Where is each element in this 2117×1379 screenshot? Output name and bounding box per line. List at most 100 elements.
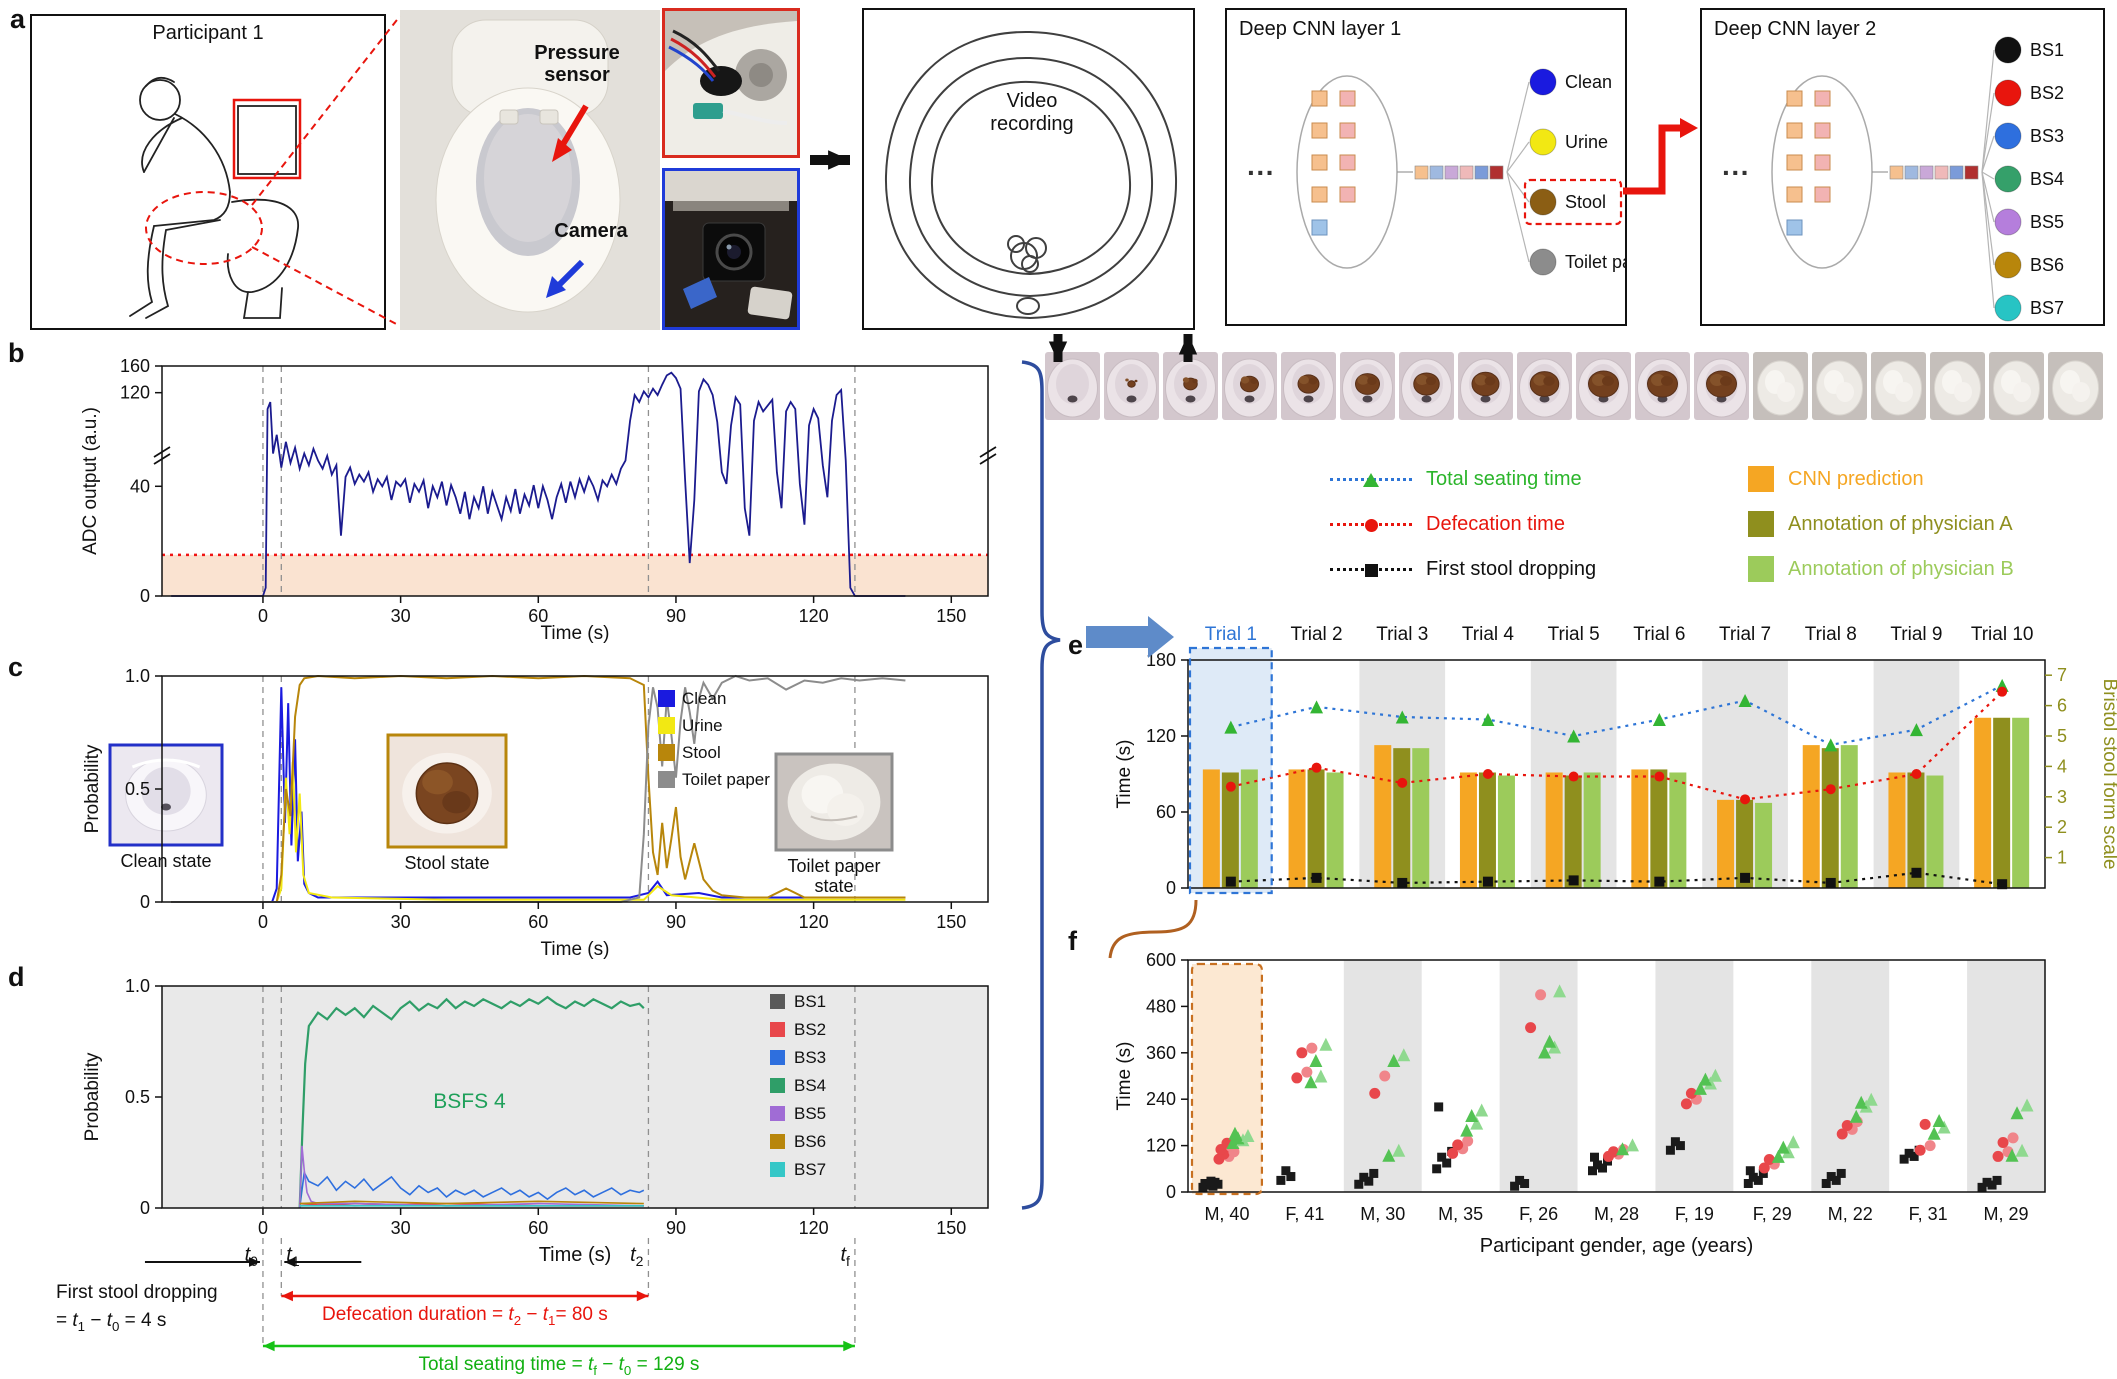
legend-swatch: [770, 994, 785, 1009]
first-stool-text-1: First stool dropping: [56, 1282, 218, 1303]
output-label: Stool: [1565, 192, 1606, 212]
chart-trials: 0 60 120 180 1 2 3 4 5 6 7 Trial 1 Trial 2 Trial 3 Tri…: [1114, 624, 2117, 898]
feature-node: [1459, 165, 1474, 180]
marker-square: [1397, 877, 1408, 888]
bar-cnn-prediction: [1459, 772, 1477, 888]
marker-triangle: [1849, 1109, 1863, 1123]
legend-swatch: [770, 1078, 785, 1093]
ellipse: [1250, 378, 1258, 384]
x-tick: 30: [391, 912, 411, 932]
hidden-node: [1786, 186, 1803, 203]
legend-label: Annotation of physician A: [1788, 512, 2013, 535]
marker-square: [1364, 1176, 1374, 1186]
inset-frame: [774, 752, 894, 852]
bar-annotation-of-physician-a: [1821, 748, 1839, 888]
marker-square: [1369, 1168, 1379, 1178]
ellipse: [1240, 376, 1250, 384]
marker-square: [1825, 877, 1836, 888]
output-label: BS6: [2030, 255, 2064, 275]
ellipse: [1367, 377, 1377, 385]
square-marker-icon: [1330, 563, 1412, 577]
legend-label: Urine: [682, 716, 723, 735]
hidden-node: [1786, 219, 1803, 236]
marker-square: [1899, 1154, 1909, 1164]
timing-annotations: t0 t1 t2 tf Time (s) First stool droppin…: [40, 1238, 1050, 1379]
y-tick: 120: [120, 383, 150, 403]
y-axis-label: Probability: [82, 1052, 103, 1141]
y-tick: 0.5: [125, 779, 150, 799]
fanout-line: [1981, 92, 1995, 173]
bar-annotation-of-physician-b: [1240, 769, 1258, 888]
inset-frame: [386, 733, 508, 849]
marker-square: [1654, 876, 1665, 887]
hidden-node: [1814, 154, 1831, 171]
participant-label: M, 30: [1360, 1204, 1405, 1224]
film-frame-paper: [1989, 352, 2044, 420]
swatch-icon: [1748, 511, 1774, 537]
film-frame-paper: [1871, 352, 1926, 420]
panel-label-e: e: [1068, 630, 1084, 660]
legend-item-first-stool-dropping: First stool dropping: [1330, 552, 1596, 586]
legend-label: Defecation time: [1426, 512, 1565, 535]
ellipse: [1308, 377, 1318, 385]
marker-circle: [1825, 784, 1836, 795]
bar-annotation-of-physician-b: [1497, 775, 1515, 888]
legend-swatch: [658, 744, 675, 761]
x-tick: 90: [666, 1218, 686, 1238]
ellipse: [1484, 376, 1496, 386]
marker-square: [1515, 1175, 1525, 1185]
legend-label: Clean: [682, 689, 726, 708]
ellipse: [1543, 376, 1555, 386]
marker-triangle: [1854, 1095, 1868, 1109]
axes-box: [1187, 659, 2046, 889]
x-tick: 60: [528, 606, 548, 626]
marker-square: [1740, 872, 1751, 883]
ellipse: [1185, 395, 1196, 403]
y-tick: 0: [140, 586, 150, 606]
circle-marker-icon: [1330, 518, 1412, 532]
marker-triangle: [2005, 1148, 2019, 1162]
participant1-highlight-border: [1190, 962, 1264, 1196]
y-tick: 120: [1146, 726, 1176, 746]
ellipsis-dots: ···: [1247, 157, 1275, 188]
line-first-stool-dropping: [1230, 871, 2003, 886]
marker-circle: [1914, 1144, 1926, 1156]
pressure-sensor-closeup: [662, 8, 800, 158]
legend-swatch: [658, 771, 675, 788]
stool-highlight-box: [1523, 178, 1623, 226]
camera-closeup: [662, 168, 800, 330]
legend-label: Toilet paper: [682, 770, 770, 789]
bar-annotation-of-physician-a: [1564, 775, 1582, 888]
marker-square: [1598, 1163, 1607, 1173]
marker-triangle: [1395, 710, 1409, 724]
y-tick: 600: [1146, 950, 1176, 970]
panel-label-d: d: [8, 962, 25, 992]
ellipse: [1067, 395, 1078, 403]
marker-triangle: [1937, 1120, 1951, 1134]
y-axis-label: Probability: [82, 744, 103, 833]
line-defecation-time: [1230, 690, 2003, 801]
participant-label: F, 19: [1675, 1204, 1714, 1224]
marker-circle: [1296, 1047, 1308, 1059]
chart-participants: 0 120 240 360 480 600 M, 40 F, 41 M, 30 M, 35 F, 2…: [1114, 950, 2046, 1257]
legend-swatch: [658, 717, 675, 734]
trial-label: Trial 2: [1291, 624, 1343, 645]
timing-annotation-lines: [144, 1238, 856, 1352]
fanout-line: [1981, 135, 1995, 173]
time-axis-label-d: Time (s): [538, 1244, 612, 1266]
feature-node: [1429, 165, 1444, 180]
y-tick: 180: [1146, 650, 1176, 670]
ellipse: [1126, 395, 1137, 403]
output-label: BS2: [2030, 83, 2064, 103]
marker-triangle: [2015, 1143, 2029, 1157]
ellipse: [1127, 380, 1136, 388]
marker-circle: [1992, 1150, 2004, 1162]
film-frame-stool: [1635, 352, 1690, 420]
fanout-line: [1981, 171, 1995, 266]
x-tick: 90: [666, 606, 686, 626]
ellipse: [1533, 374, 1547, 386]
inset-label: Stool state: [404, 853, 489, 873]
marker-circle: [1997, 686, 2008, 697]
marker-triangle: [1475, 1103, 1489, 1117]
